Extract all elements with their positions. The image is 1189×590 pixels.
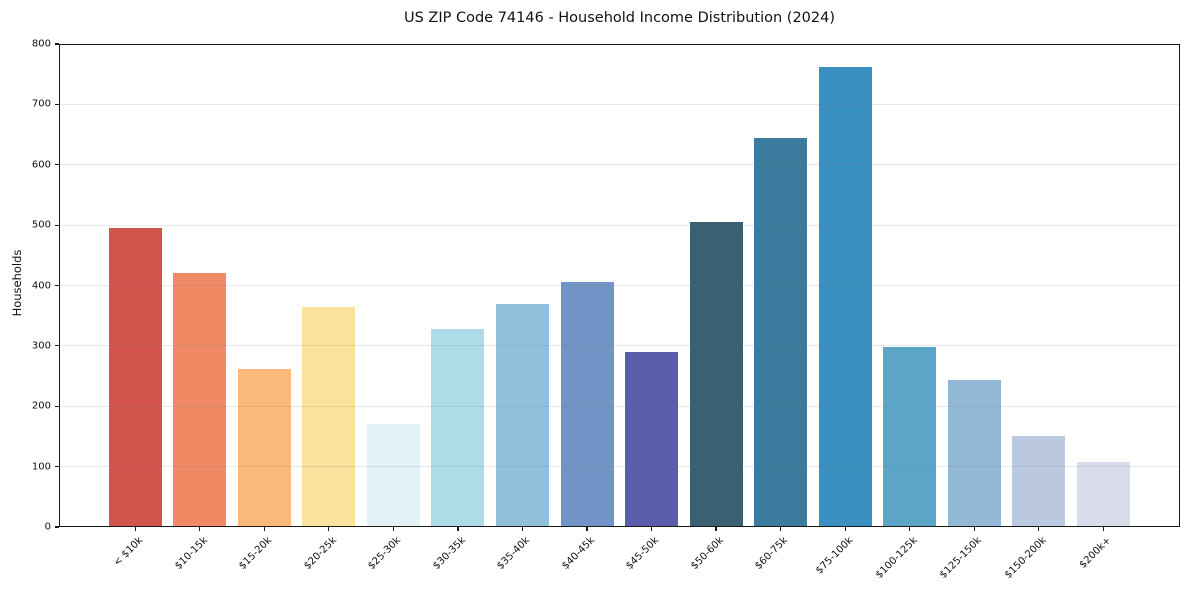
x-tick-label: $25-30k — [366, 535, 404, 572]
y-tick-500 — [55, 224, 59, 226]
bar-125-150k — [947, 379, 1001, 527]
x-tick — [844, 527, 846, 531]
x-tick-label: $20-25k — [301, 535, 339, 572]
x-tick-label: $125-150k — [938, 535, 984, 581]
y-tick-700 — [55, 103, 59, 105]
x-tick — [457, 527, 459, 531]
y-tick-label-700: 700 — [31, 98, 51, 110]
bar-10-15k — [173, 273, 227, 527]
y-tick-label-600: 600 — [31, 159, 51, 171]
bar-200k+ — [1076, 461, 1130, 527]
bar-50-60k — [689, 221, 743, 527]
x-tick — [263, 527, 265, 531]
y-tick-label-500: 500 — [31, 219, 51, 231]
y-tick-label-0: 0 — [44, 521, 51, 533]
gridline-y-700 — [59, 103, 1180, 105]
x-tick-label: $60-75k — [753, 535, 791, 572]
y-tick-400 — [55, 284, 59, 287]
x-tick — [328, 527, 330, 531]
bar-30-35k — [431, 328, 485, 527]
x-tick-label: $45-50k — [624, 535, 662, 572]
gridline-y-600 — [59, 164, 1180, 166]
x-tick — [973, 527, 975, 531]
bar-25-30k — [366, 423, 420, 527]
bar-75-100k — [818, 66, 872, 527]
y-tick-100 — [55, 466, 59, 468]
y-tick-800 — [55, 43, 59, 45]
bar-45-50k — [625, 351, 679, 527]
x-tick — [586, 527, 588, 531]
gridline-y-300 — [59, 345, 1180, 347]
gridline-y-500 — [59, 224, 1180, 226]
x-tick-label: $15-20k — [237, 535, 275, 572]
x-tick — [650, 527, 653, 531]
bar-150-200k — [1012, 435, 1066, 527]
y-tick-600 — [55, 164, 59, 166]
bar-20-25k — [302, 307, 356, 527]
x-tick-label: $10-15k — [172, 535, 210, 572]
y-tick-label-400: 400 — [31, 280, 51, 291]
x-tick-label: $150-200k — [1002, 535, 1049, 581]
x-tick-label: $100-125k — [873, 535, 920, 581]
x-tick-label: $35-40k — [495, 535, 533, 572]
x-tick — [1038, 527, 1040, 531]
y-tick-label-800: 800 — [31, 38, 51, 50]
x-tick — [909, 527, 911, 531]
gridline-y-400 — [59, 285, 1180, 286]
x-tick — [780, 527, 782, 531]
y-tick-300 — [55, 345, 59, 347]
x-tick-label: $30-35k — [430, 535, 468, 572]
gridline-y-100 — [59, 466, 1180, 468]
y-tick-label-200: 200 — [31, 400, 51, 412]
x-tick-label: $75-100k — [813, 535, 855, 577]
bar-60-75k — [754, 138, 808, 527]
x-tick-label: $50-60k — [688, 535, 726, 572]
x-tick — [521, 527, 524, 531]
x-tick — [1102, 527, 1104, 531]
bar-10k — [108, 227, 162, 527]
x-tick-label: < $10k — [111, 535, 146, 569]
plot-area — [59, 44, 1180, 527]
x-tick — [199, 527, 201, 531]
y-tick-label-300: 300 — [31, 340, 51, 352]
bar-35-40k — [495, 304, 549, 527]
y-tick-0 — [55, 526, 59, 528]
x-tick — [392, 527, 394, 531]
x-tick-label: $200k+ — [1077, 535, 1114, 571]
x-tick-label: $40-45k — [559, 535, 597, 572]
y-tick-label-100: 100 — [31, 461, 51, 473]
bar-40-45k — [560, 282, 614, 527]
x-tick — [134, 527, 136, 531]
chart-title: US ZIP Code 74146 - Household Income Dis… — [403, 10, 836, 26]
gridline-y-200 — [59, 405, 1180, 407]
x-tick — [715, 527, 717, 531]
bar-100-125k — [883, 347, 937, 527]
y-tick-200 — [55, 405, 59, 407]
bar-15-20k — [237, 369, 291, 527]
